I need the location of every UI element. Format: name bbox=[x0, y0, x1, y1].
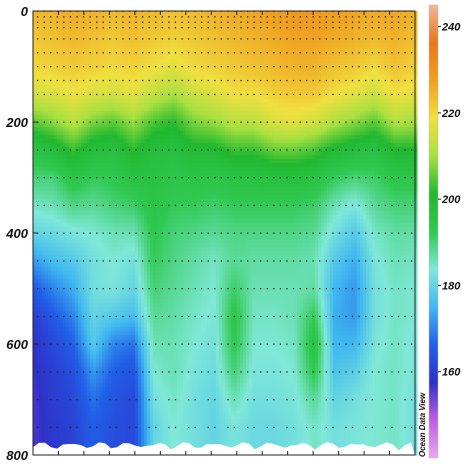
y-tick-label: 0 bbox=[21, 4, 29, 19]
y-tick-label: 200 bbox=[5, 115, 28, 130]
colorbar-tick-label: 180 bbox=[442, 280, 461, 292]
ocean-data-view-label: Ocean Data View bbox=[418, 392, 427, 457]
colorbar-tick-label: 220 bbox=[441, 108, 461, 120]
y-tick-label: 800 bbox=[6, 448, 28, 463]
colorbar-tick-label: 200 bbox=[441, 194, 461, 206]
colorbar-tick-label: 240 bbox=[441, 22, 461, 34]
seafloor-mask bbox=[33, 442, 415, 455]
y-axis: 0 200 400 600 800 bbox=[5, 4, 38, 463]
x-axis-ticks bbox=[32, 11, 416, 455]
y-tick-label: 400 bbox=[5, 226, 28, 241]
colorbar: 160 180 200 220 240 bbox=[428, 4, 461, 459]
colorbar-tick-label: 160 bbox=[442, 367, 461, 379]
y-tick-label: 600 bbox=[6, 337, 28, 352]
colorbar-ramp bbox=[428, 4, 439, 459]
